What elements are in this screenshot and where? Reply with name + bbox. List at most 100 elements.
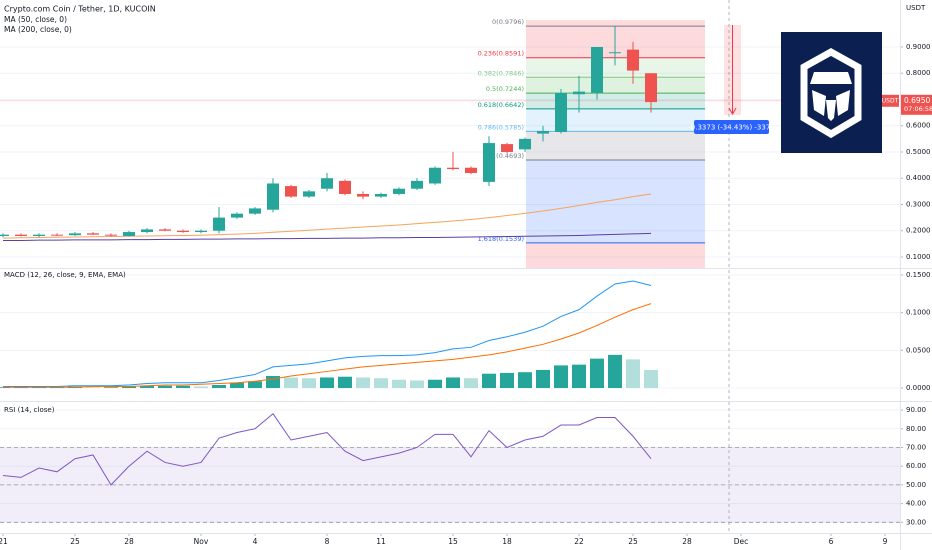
candle-body xyxy=(105,234,118,236)
y-tick-label: 0.1000 xyxy=(906,253,931,261)
legend-entry: MA (200, close, 0) xyxy=(4,25,72,34)
histogram-bar xyxy=(140,385,155,389)
y-tick-label: 0.2000 xyxy=(906,227,931,235)
fib-label: 1(0.4693) xyxy=(492,152,524,160)
histogram-bar xyxy=(410,380,425,389)
fib-extension xyxy=(526,20,705,27)
fib-zone xyxy=(526,131,705,161)
fib-extension xyxy=(526,242,705,268)
candle-body xyxy=(321,178,334,189)
histogram-bar xyxy=(518,372,533,389)
fib-zone xyxy=(526,108,705,132)
fib-label: 0.382(0.7846) xyxy=(478,69,524,77)
candle-body xyxy=(555,92,568,133)
histogram-bar xyxy=(212,385,227,389)
candle-body xyxy=(501,144,514,152)
candle-body xyxy=(411,180,424,189)
histogram-bar xyxy=(194,386,209,389)
candle-body xyxy=(87,233,100,235)
candle-body xyxy=(267,183,280,210)
candle-body xyxy=(51,234,64,236)
x-tick-label: 11 xyxy=(376,537,386,546)
price-label: 0.6950 xyxy=(904,96,930,105)
histogram-bar xyxy=(536,369,551,389)
candle-body xyxy=(465,167,478,173)
x-tick-label: 25 xyxy=(70,537,80,546)
x-tick-label: 8 xyxy=(325,537,330,546)
macd-title: MACD (12, 26, close, 9, EMA, EMA) xyxy=(4,271,126,279)
histogram-bar xyxy=(158,385,173,389)
histogram-bar xyxy=(176,385,191,389)
y-tick-label: 0.6000 xyxy=(906,122,931,130)
y-tick-label: 0.8000 xyxy=(906,69,931,77)
candle-body xyxy=(159,229,172,231)
candle-body xyxy=(303,191,316,197)
y-tick-label: 0.0500 xyxy=(906,346,931,354)
candle-body xyxy=(357,193,370,197)
histogram-bar xyxy=(464,378,479,389)
logo xyxy=(781,32,882,153)
candle-body xyxy=(123,232,136,236)
measure-label: -0.3373 (-34.43%) -3373 xyxy=(688,124,775,132)
candle-body xyxy=(249,208,262,214)
y-tick-label: 0.5000 xyxy=(906,148,931,156)
histogram-bar xyxy=(446,377,461,389)
candle-body xyxy=(195,230,208,233)
x-tick-label: 22 xyxy=(574,537,584,546)
candle-body xyxy=(0,234,10,236)
candle-body xyxy=(519,138,532,150)
x-tick-label: 25 xyxy=(628,537,638,546)
histogram-bar xyxy=(554,365,569,389)
x-tick-label: 28 xyxy=(682,537,692,546)
candle-body xyxy=(627,49,640,71)
candle-body xyxy=(483,143,496,182)
y-tick-label: 60.00 xyxy=(906,462,926,470)
y-tick-label: 0.1500 xyxy=(906,271,931,279)
histogram-bar xyxy=(392,379,407,389)
candle-body xyxy=(609,52,622,54)
histogram-bar xyxy=(320,377,335,389)
measure-tool: -0.3373 (-34.43%) -3373 xyxy=(688,25,775,134)
symbol-label: CROUSDT xyxy=(869,97,899,104)
fib-label: 0(0.9796) xyxy=(492,18,524,26)
candle-body xyxy=(591,46,604,93)
fib-label: 1.618(0.1539) xyxy=(478,235,524,243)
candle-body xyxy=(339,180,352,194)
candle-body xyxy=(393,188,406,194)
x-tick-label: Nov xyxy=(194,537,209,546)
histogram-bar xyxy=(572,364,587,389)
x-tick-label: 4 xyxy=(253,537,258,546)
x-tick-label: 18 xyxy=(502,537,512,546)
histogram-bar xyxy=(644,369,659,389)
histogram-bar xyxy=(428,379,443,389)
histogram-bar xyxy=(86,387,101,389)
y-tick-label: 0.9000 xyxy=(906,43,931,51)
histogram-bar xyxy=(608,354,623,389)
histogram-bar xyxy=(374,378,389,389)
histogram-bar xyxy=(356,377,371,389)
countdown-label: 07:06:58 xyxy=(904,105,932,113)
rsi-title: RSI (14, close) xyxy=(4,406,55,414)
fib-zone xyxy=(526,57,705,78)
chart-title: Crypto.com Coin / Tether, 1D, KUCOIN xyxy=(4,5,156,14)
fib-label: 0.236(0.8591) xyxy=(478,50,524,58)
x-tick-label: Dec xyxy=(734,537,749,546)
fib-zone xyxy=(526,160,705,243)
price-tag xyxy=(901,94,932,115)
fib-label: 0.786(0.5785) xyxy=(478,123,524,131)
x-tick-label: 21 xyxy=(0,537,8,546)
y-tick-label: 80.00 xyxy=(906,425,926,433)
x-tick-label: 28 xyxy=(124,537,134,546)
histogram-bar xyxy=(626,359,641,389)
y-tick-label: 0.4000 xyxy=(906,174,931,182)
histogram-bar xyxy=(248,381,263,389)
ma-line xyxy=(3,232,652,241)
y-tick-label: 90.00 xyxy=(906,406,926,414)
y-tick-label: 0.0000 xyxy=(906,384,931,392)
candle-body xyxy=(15,234,28,236)
unit-label: USDT xyxy=(906,4,926,12)
candle-body xyxy=(573,91,586,95)
histogram-bar xyxy=(284,377,299,389)
candle-body xyxy=(447,167,460,170)
